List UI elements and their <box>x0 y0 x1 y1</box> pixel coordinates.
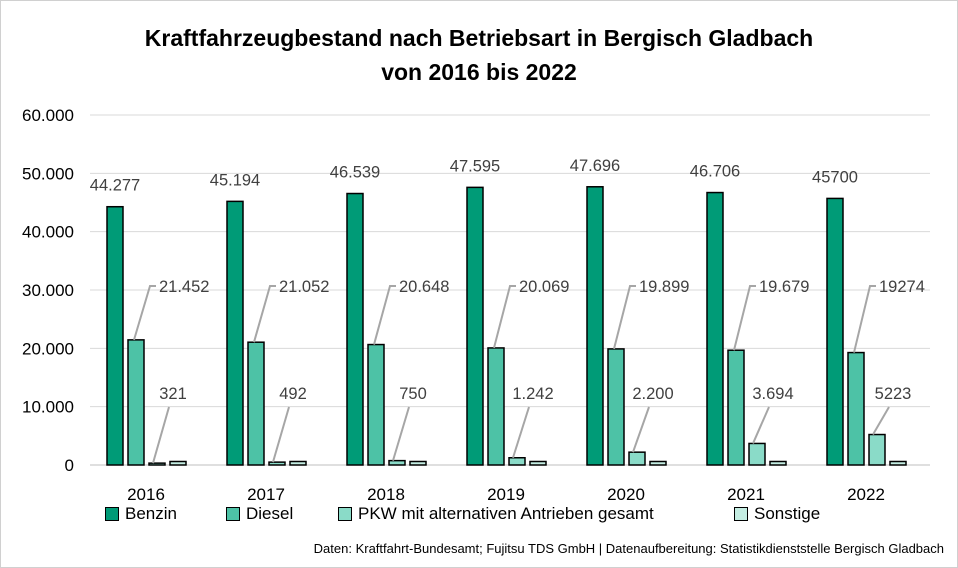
bar-alternativ <box>508 457 526 466</box>
legend-swatch-alternativ <box>338 507 352 521</box>
bar-sonstige <box>409 460 427 466</box>
y-tick-label: 30.000 <box>22 281 74 300</box>
y-tick-label: 0 <box>65 456 74 475</box>
bar-benzin <box>346 192 364 466</box>
legend: Benzin Diesel PKW mit alternativen Antri… <box>1 504 957 530</box>
x-tick-label: 2017 <box>247 485 285 504</box>
x-tick-label: 2018 <box>367 485 405 504</box>
x-tick-label: 2016 <box>127 485 165 504</box>
leader-line-alternativ <box>752 406 770 444</box>
data-label-alternativ: 750 <box>399 385 427 403</box>
legend-label-alternativ: PKW mit alternativen Antrieben gesamt <box>358 504 654 523</box>
bar-alternativ <box>748 442 766 466</box>
bar-benzin <box>826 197 844 466</box>
x-tick-label: 2022 <box>847 485 885 504</box>
bar-diesel <box>247 341 265 466</box>
leader-line-alternativ <box>632 406 650 453</box>
data-label-alternativ: 5223 <box>875 385 912 403</box>
leader-line-diesel <box>613 285 636 350</box>
bar-diesel <box>487 347 505 466</box>
data-label-diesel: 19274 <box>879 278 925 296</box>
bar-benzin <box>586 186 604 466</box>
bar-sonstige <box>649 460 667 466</box>
bar-diesel <box>727 349 745 466</box>
data-label-diesel: 19.899 <box>639 278 689 296</box>
data-label-diesel: 21.052 <box>279 278 329 296</box>
bar-alternativ <box>388 459 406 466</box>
data-label-benzin: 45.194 <box>210 171 260 189</box>
data-label-alternativ: 3.694 <box>752 385 793 403</box>
data-label-diesel: 20.648 <box>399 278 449 296</box>
leader-line-diesel <box>253 285 276 343</box>
bar-sonstige <box>889 460 907 466</box>
data-label-diesel: 19.679 <box>759 278 809 296</box>
y-tick-label: 60.000 <box>22 106 74 125</box>
data-label-diesel: 20.069 <box>519 278 569 296</box>
chart-title-line1: Kraftfahrzeugbestand nach Betriebsart in… <box>144 25 814 51</box>
chart-title: Kraftfahrzeugbestand nach Betriebsart in… <box>1 21 957 89</box>
bar-diesel <box>607 348 625 466</box>
data-label-alternativ: 1.242 <box>512 385 553 403</box>
leader-line-diesel <box>853 285 876 353</box>
legend-item-alternativ: PKW mit alternativen Antrieben gesamt <box>338 504 654 524</box>
bar-sonstige <box>769 460 787 466</box>
bar-alternativ <box>868 433 886 466</box>
bar-alternativ <box>148 462 166 466</box>
data-label-alternativ: 492 <box>279 385 307 403</box>
data-label-benzin: 45700 <box>812 168 858 186</box>
leader-line-alternativ <box>872 406 890 436</box>
data-label-alternativ: 2.200 <box>632 385 673 403</box>
y-tick-label: 50.000 <box>22 164 74 183</box>
bar-benzin <box>466 186 484 466</box>
data-label-benzin: 47.595 <box>450 157 500 175</box>
bar-diesel <box>127 339 145 466</box>
legend-item-diesel: Diesel <box>226 504 293 524</box>
legend-label-diesel: Diesel <box>246 504 294 523</box>
bar-benzin <box>706 191 724 466</box>
data-label-benzin: 47.696 <box>570 157 620 175</box>
bar-alternativ <box>268 461 286 466</box>
y-tick-label: 20.000 <box>22 339 74 358</box>
leader-line-alternativ <box>392 406 410 461</box>
leader-line-alternativ <box>152 406 170 464</box>
data-label-benzin: 46.539 <box>330 164 380 182</box>
data-label-benzin: 44.277 <box>90 177 140 195</box>
bar-diesel <box>367 343 385 466</box>
leader-line-alternativ <box>272 406 290 463</box>
bar-sonstige <box>529 460 547 466</box>
bar-alternativ <box>628 451 646 466</box>
leader-line-diesel <box>133 285 156 341</box>
x-tick-label: 2020 <box>607 485 645 504</box>
leader-line-diesel <box>733 285 756 351</box>
data-label-alternativ: 321 <box>159 385 187 403</box>
x-tick-label: 2021 <box>727 485 765 504</box>
bar-benzin <box>106 205 124 466</box>
leader-line-diesel <box>373 285 396 345</box>
y-tick-label: 10.000 <box>22 398 74 417</box>
legend-swatch-diesel <box>226 507 240 521</box>
legend-label-benzin: Benzin <box>125 504 177 523</box>
y-tick-label: 40.000 <box>22 223 74 242</box>
bar-sonstige <box>169 460 187 466</box>
x-tick-label: 2019 <box>487 485 525 504</box>
legend-swatch-benzin <box>105 507 119 521</box>
data-label-benzin: 46.706 <box>690 163 740 181</box>
bar-benzin <box>226 200 244 466</box>
leader-line-diesel <box>493 285 516 349</box>
data-label-diesel: 21.452 <box>159 278 209 296</box>
chart-title-line2: von 2016 bis 2022 <box>381 59 577 85</box>
legend-label-sonstige: Sonstige <box>754 504 821 523</box>
legend-item-benzin: Benzin <box>105 504 177 524</box>
legend-item-sonstige: Sonstige <box>734 504 820 524</box>
source-note: Daten: Kraftfahrt-Bundesamt; Fujitsu TDS… <box>313 541 944 556</box>
bar-sonstige <box>289 460 307 466</box>
bar-diesel <box>847 351 865 466</box>
legend-swatch-sonstige <box>734 507 748 521</box>
leader-line-alternativ <box>512 406 530 459</box>
